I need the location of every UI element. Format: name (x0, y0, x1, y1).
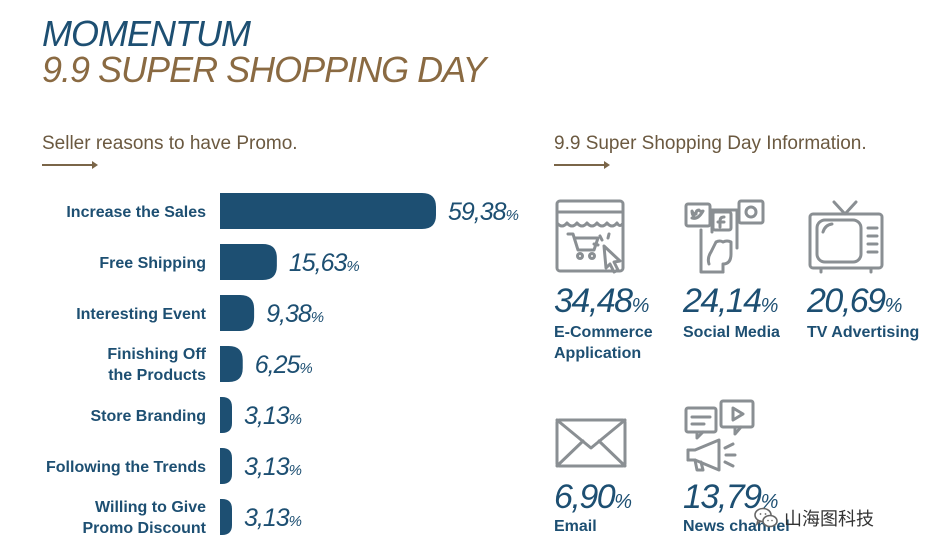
page-title-line2: 9.9 SUPER SHOPPING DAY (42, 49, 486, 90)
bar-4 (220, 397, 232, 433)
bar-value-1: 15,63% (289, 249, 360, 277)
info-value-email: 6,90% (554, 478, 632, 516)
bar-label-6-line1: Promo Discount (82, 520, 206, 537)
bar-value-5: 3,13% (244, 453, 302, 481)
bar-label-1: Free Shipping (99, 255, 206, 272)
bar-1 (220, 244, 277, 280)
left-arrow-icon (42, 161, 98, 169)
megaphone-news-icon (684, 399, 755, 472)
bar-label-2: Interesting Event (76, 306, 206, 323)
bar-6 (220, 499, 232, 535)
bar-label-4: Store Branding (90, 408, 206, 425)
right-section-heading: 9.9 Super Shopping Day Information. (554, 133, 867, 154)
bar-2 (220, 295, 255, 331)
social-media-phone-icon (684, 199, 765, 274)
bar-label-3-line1: the Products (108, 367, 206, 384)
bar-3 (220, 346, 243, 382)
envelope-icon (555, 418, 627, 468)
bar-value-2: 9,38% (266, 300, 324, 328)
wechat-icon (754, 507, 778, 528)
info-value-tv-advertising: 20,69% (807, 282, 903, 320)
bar-value-4: 3,13% (244, 402, 302, 430)
info-value-news-channel: 13,79% (683, 478, 779, 516)
bar-value-6: 3,13% (244, 504, 302, 532)
info-value-social-media: 24,14% (683, 282, 779, 320)
bar-label-6-line0: Willing to Give (95, 499, 206, 516)
bar-label-3-line0: Finishing Off (107, 346, 206, 363)
bar-label-0: Increase the Sales (66, 204, 206, 221)
bar-5 (220, 448, 232, 484)
info-value-ecommerce: 34,48% (554, 282, 650, 320)
page-title-line1: MOMENTUM (42, 13, 251, 54)
left-section-heading: Seller reasons to have Promo. (42, 133, 298, 154)
info-label-email: Email (554, 518, 597, 535)
watermark: 山海图科技 (754, 506, 874, 530)
right-arrow-icon (554, 161, 610, 169)
watermark-text: 山海图科技 (784, 509, 874, 530)
bar-value-0: 59,38% (448, 198, 519, 226)
bar-label-5: Following the Trends (46, 459, 206, 476)
bar-value-3: 6,25% (255, 351, 313, 379)
info-label-ecommerce: E-Commerce Application (554, 324, 653, 362)
television-icon (808, 200, 884, 274)
info-label-social-media: Social Media (683, 324, 780, 341)
online-store-icon (555, 199, 625, 274)
bar-0 (220, 193, 436, 229)
info-label-tv-advertising: TV Advertising (807, 324, 920, 341)
